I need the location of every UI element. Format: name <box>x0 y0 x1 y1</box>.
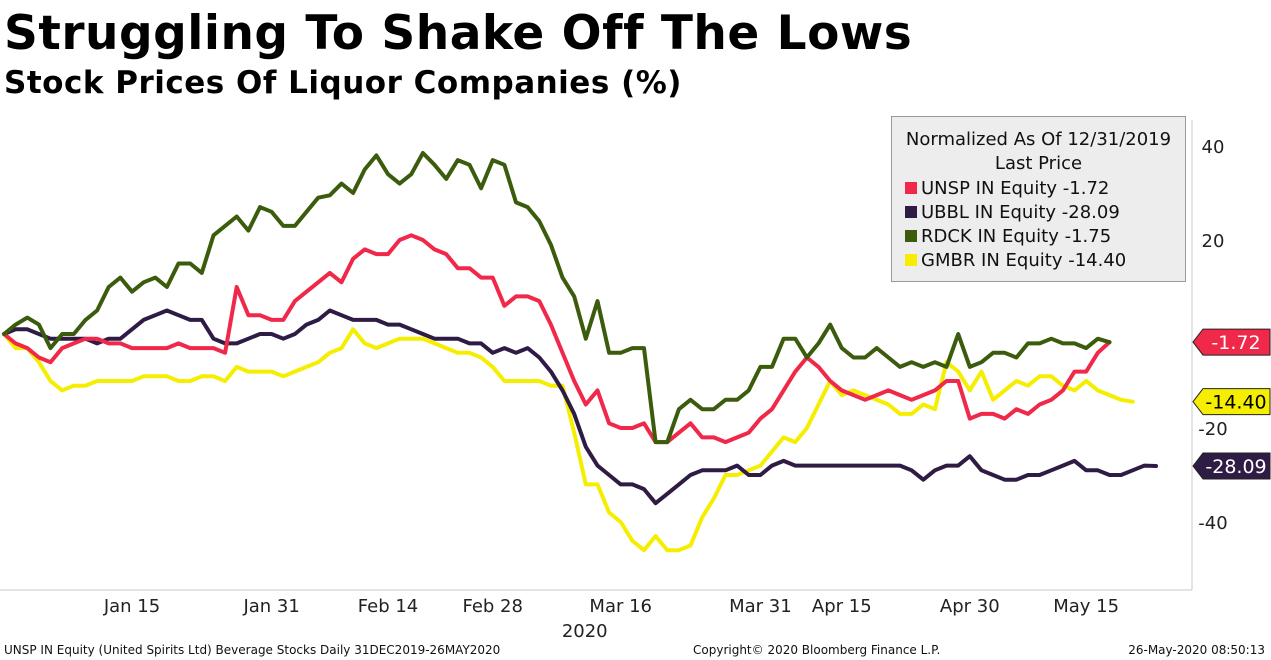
y-tick-label: -20 <box>1198 419 1227 440</box>
end-value-tag <box>1192 328 1271 356</box>
end-value-label: -1.72 <box>1211 332 1260 354</box>
x-tick-label: Feb 28 <box>462 596 523 617</box>
footer-copyright: Copyright© 2020 Bloomberg Finance L.P. <box>693 643 941 657</box>
end-value-label: -14.40 <box>1205 392 1266 414</box>
legend-swatch-unsp <box>905 182 917 194</box>
series-line-gmbr <box>2 327 1135 553</box>
end-value-tag <box>1192 388 1271 416</box>
end-value-tag <box>1192 452 1271 480</box>
x-tick-label: Mar 16 <box>589 596 652 617</box>
legend-label-gmbr: GMBR IN Equity <box>921 249 1063 271</box>
legend-swatch-ubbl <box>905 206 917 218</box>
chart-legend: Normalized As Of 12/31/2019 Last Price U… <box>891 116 1186 282</box>
x-tick-label: Jan 15 <box>103 596 160 617</box>
legend-value-ubbl: -28.09 <box>1061 201 1120 223</box>
end-value-label: -28.09 <box>1205 456 1266 478</box>
x-tick-label: May 15 <box>1053 596 1119 617</box>
footer-timestamp: 26-May-2020 08:50:13 <box>1128 643 1265 657</box>
x-tick-label: Feb 14 <box>358 596 419 617</box>
x-tick-label: Mar 31 <box>729 596 792 617</box>
legend-label-ubbl: UBBL IN Equity <box>921 201 1057 223</box>
legend-item-unsp: UNSP IN Equity -1.72 <box>892 176 1185 200</box>
x-tick-label: Jan 31 <box>242 596 299 617</box>
y-tick-label: -40 <box>1198 513 1227 534</box>
legend-label-rdck: RDCK IN Equity <box>921 225 1059 247</box>
series-line-unsp <box>2 233 1112 445</box>
legend-item-rdck: RDCK IN Equity -1.75 <box>892 224 1185 248</box>
y-tick-label: 20 <box>1202 231 1225 252</box>
legend-value-rdck: -1.75 <box>1064 225 1112 247</box>
legend-swatch-gmbr <box>905 254 917 266</box>
legend-label-unsp: UNSP IN Equity <box>921 177 1058 199</box>
legend-item-gmbr: GMBR IN Equity -14.40 <box>892 248 1185 272</box>
legend-value-gmbr: -14.40 <box>1068 249 1127 271</box>
legend-header-1: Normalized As Of 12/31/2019 <box>905 129 1172 150</box>
x-tick-label: Apr 15 <box>812 596 872 617</box>
page-title: Struggling To Shake Off The Lows <box>4 6 913 61</box>
y-tick-label: 40 <box>1202 137 1225 158</box>
footer-source: UNSP IN Equity (United Spirits Ltd) Beve… <box>4 643 501 657</box>
legend-item-ubbl: UBBL IN Equity -28.09 <box>892 200 1185 224</box>
legend-value-unsp: -1.72 <box>1062 177 1110 199</box>
legend-swatch-rdck <box>905 230 917 242</box>
series-line-ubbl <box>2 308 1158 506</box>
legend-header-2: Last Price <box>994 153 1083 174</box>
x-year-label: 2020 <box>562 621 608 642</box>
x-tick-label: Apr 30 <box>940 596 1000 617</box>
series-line-rdck <box>2 151 1112 445</box>
chart-subtitle: Stock Prices Of Liquor Companies (%) <box>4 65 682 101</box>
